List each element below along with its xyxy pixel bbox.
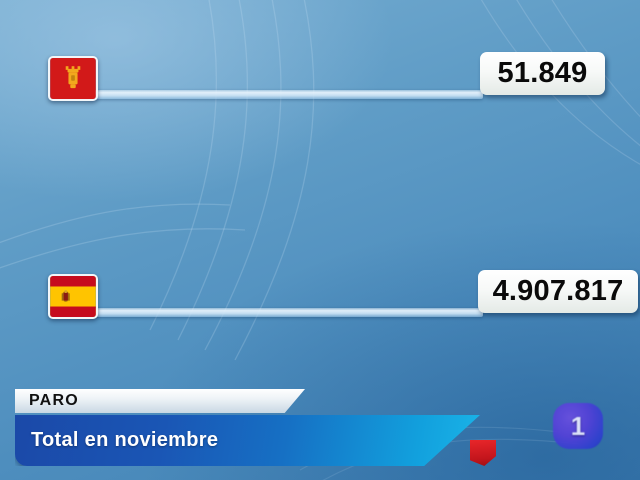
channel-number-text: 1 [570, 411, 586, 441]
value-label-region: 51.849 [480, 52, 605, 95]
headline-band: Total en noviembre [15, 415, 480, 466]
channel-logo-bug: 1 [553, 403, 603, 449]
value-bar-region [90, 90, 483, 99]
red-accent-shape [470, 440, 496, 466]
bar-row-region: 51.849 [0, 50, 640, 120]
value-text-region: 51.849 [497, 57, 588, 89]
bar-row-country: 4.907.817 [0, 268, 640, 338]
murcia-flag-icon [48, 56, 98, 101]
lower-third: PARO Total en noviembre [0, 386, 640, 470]
value-label-country: 4.907.817 [478, 270, 638, 313]
headline-text: Total en noviembre [31, 429, 219, 451]
kicker-text: PARO [29, 392, 79, 409]
value-text-country: 4.907.817 [492, 275, 624, 307]
spain-flag-icon [48, 274, 98, 319]
value-bar-country [90, 308, 483, 317]
kicker-band: PARO [15, 389, 305, 413]
